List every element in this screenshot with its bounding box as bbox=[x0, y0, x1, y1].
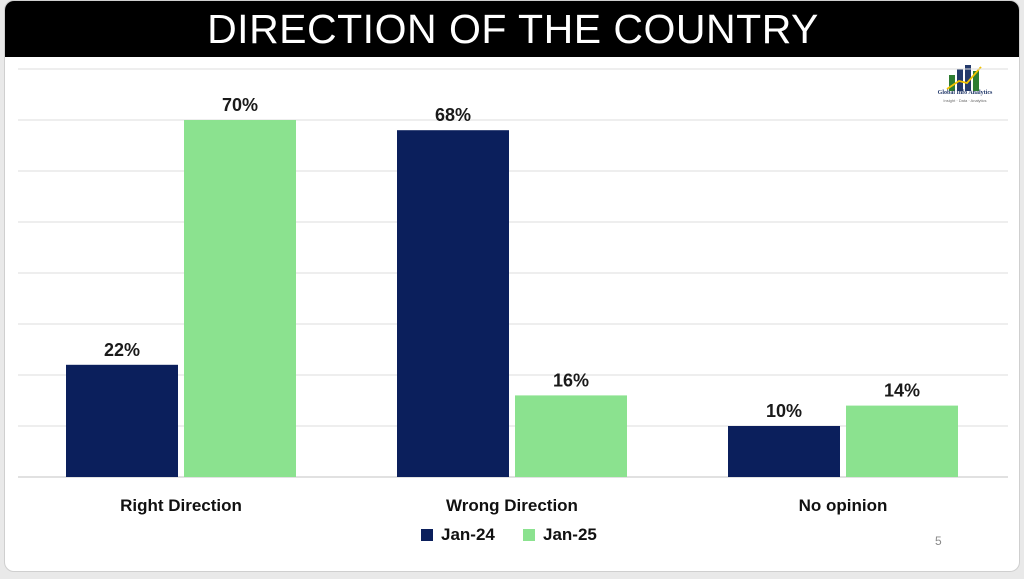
category-label: No opinion bbox=[799, 496, 888, 515]
logo-icon bbox=[946, 65, 982, 91]
data-label: 16% bbox=[553, 370, 589, 390]
data-label: 68% bbox=[435, 105, 471, 125]
logo-tagline: Insight · Data · Analytics bbox=[943, 98, 987, 103]
bar-jan-24-1 bbox=[397, 130, 509, 477]
category-label: Wrong Direction bbox=[446, 496, 578, 515]
data-label: 22% bbox=[104, 340, 140, 360]
data-label: 10% bbox=[766, 401, 802, 421]
bar-jan-24-0 bbox=[66, 364, 178, 477]
legend-label: Jan-25 bbox=[543, 525, 597, 544]
logo-name: Global Info Analytics bbox=[937, 90, 993, 96]
chart-title: DIRECTION OF THE COUNTRY bbox=[207, 6, 819, 52]
data-label: 70% bbox=[222, 95, 258, 115]
category-label: Right Direction bbox=[120, 496, 242, 515]
legend-label: Jan-24 bbox=[441, 525, 495, 544]
page-number: 5 bbox=[935, 534, 942, 548]
bar-jan-25-0 bbox=[184, 120, 296, 477]
bar-jan-25-1 bbox=[515, 395, 627, 477]
data-label: 14% bbox=[884, 381, 920, 401]
legend-swatch bbox=[523, 529, 535, 541]
legend-swatch bbox=[421, 529, 433, 541]
bar-jan-25-2 bbox=[846, 405, 958, 477]
title-bar bbox=[5, 1, 1019, 57]
bar-jan-24-2 bbox=[728, 426, 840, 477]
